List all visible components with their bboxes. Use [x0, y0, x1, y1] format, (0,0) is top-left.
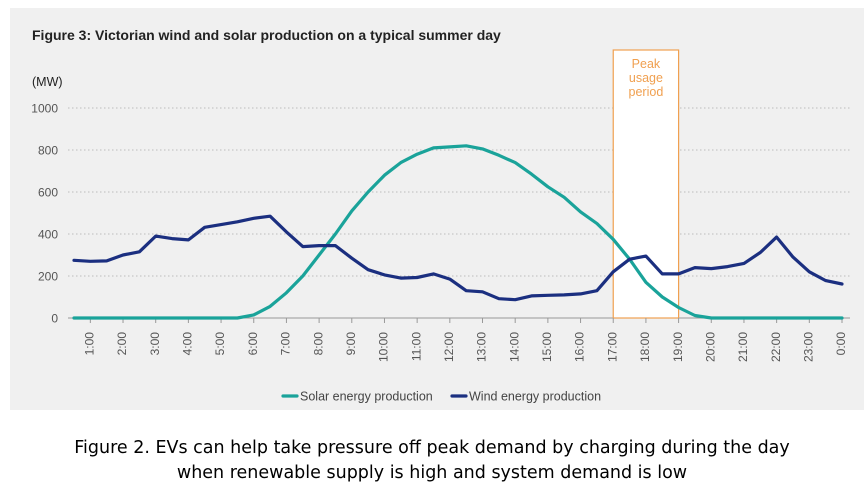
x-tick-label: 9:00	[344, 332, 358, 356]
x-tick-label: 19:00	[671, 332, 685, 362]
x-tick-label: 4:00	[181, 332, 195, 356]
x-tick-label: 5:00	[213, 332, 227, 356]
x-tick-label: 20:00	[703, 332, 717, 362]
x-tick-label: 22:00	[769, 332, 783, 362]
solar-series-line	[72, 144, 844, 320]
y-tick-label: 600	[38, 186, 58, 200]
y-tick-label: 1000	[31, 102, 58, 116]
caption-line-1: Figure 2. EVs can help take pressure off…	[74, 438, 790, 458]
x-tick-label: 21:00	[736, 332, 750, 362]
y-tick-label: 400	[38, 228, 58, 242]
x-tick-label: 8:00	[311, 332, 325, 356]
x-tick-label: 10:00	[377, 332, 391, 362]
caption-line-2: when renewable supply is high and system…	[176, 463, 688, 483]
x-tick-label: 7:00	[279, 332, 293, 356]
x-tick-label: 3:00	[148, 332, 162, 356]
x-tick-label: 2:00	[115, 332, 129, 356]
wind-series-line	[72, 214, 844, 302]
caption: Figure 2. EVs can help take pressure off…	[0, 436, 864, 486]
peak-usage-label: usage	[629, 71, 663, 85]
chart-title: Figure 3: Victorian wind and solar produ…	[32, 27, 501, 43]
x-tick-label: 17:00	[605, 332, 619, 362]
x-tick-label: 13:00	[475, 332, 489, 362]
peak-usage-label: period	[629, 85, 664, 99]
x-tick-label: 14:00	[507, 332, 521, 362]
chart-figure: 0 200 400 600 800 1000 Peak usage period 1:00 2:00…	[10, 8, 864, 410]
x-tick-label: 6:00	[246, 332, 260, 356]
y-tick-label: 0	[51, 312, 58, 326]
legend-label: Solar energy production	[300, 390, 433, 404]
x-tick-label: 15:00	[540, 332, 554, 362]
y-axis-unit-label: (MW)	[32, 75, 63, 89]
x-tick-label: 0:00	[834, 332, 848, 356]
x-tick-label: 12:00	[442, 332, 456, 362]
y-tick-label: 200	[38, 270, 58, 284]
x-tick-label: 1:00	[83, 332, 97, 356]
x-tick-label: 11:00	[409, 332, 423, 361]
y-tick-label: 800	[38, 144, 58, 158]
x-tick-label: 23:00	[801, 332, 815, 362]
legend-label: Wind energy production	[469, 390, 601, 404]
x-tick-label: 18:00	[638, 332, 652, 362]
x-tick-label: 16:00	[573, 332, 587, 362]
peak-usage-label: Peak	[632, 57, 661, 71]
